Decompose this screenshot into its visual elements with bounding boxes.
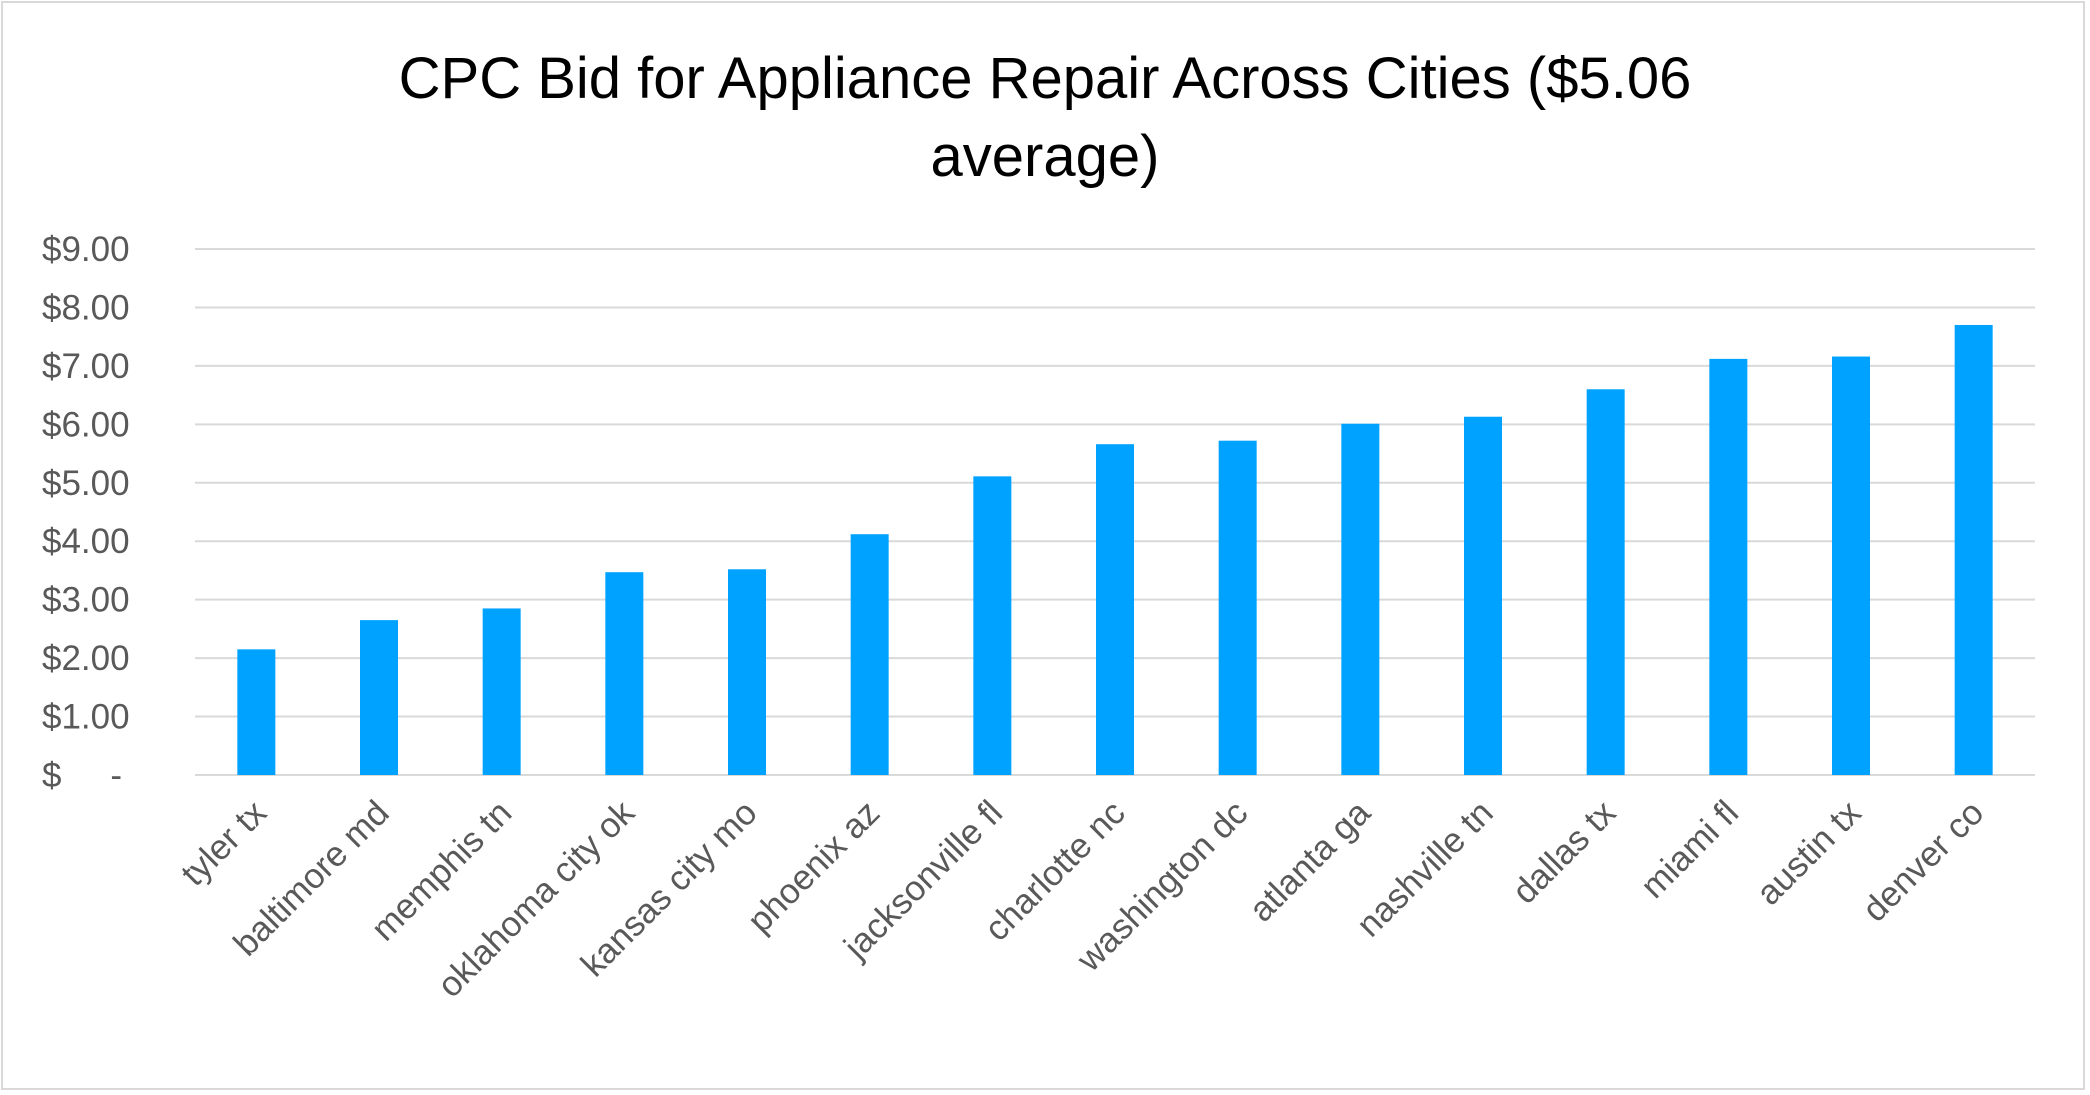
x-tick-label: denver co [1855,793,1991,929]
chart-title-line-1: CPC Bid for Appliance Repair Across Citi… [398,46,1692,111]
bar-charlotte-nc [1096,444,1134,775]
y-tick-label: $4.00 [42,522,130,561]
bar-denver-co [1954,324,1993,775]
x-tick-label: dallas tx [1505,793,1624,912]
bar-jacksonville-fl [973,476,1012,775]
y-tick-label: $6.00 [42,405,130,444]
bar-miami-fl [1709,358,1748,775]
bar-dallas-tx [1586,389,1625,775]
y-tick-label: $7.00 [42,347,130,386]
chart-title-line-2: average) [930,124,1160,189]
bar-tyler-tx [237,649,276,775]
x-tick-label: tyler tx [174,793,275,894]
bar-kansas-city-mo [728,569,766,775]
bar-nashville-tn [1464,416,1502,775]
y-tick-label-dash: - [110,756,122,795]
y-tick-label: $3.00 [42,581,130,620]
bar-washington-dc [1218,440,1257,775]
y-axis-ticks: - $ $1.00 $2.00 $3.00 $4.00 $5.00 $6.00 $7.00 $8.… [42,230,130,795]
bar-atlanta-ga [1341,423,1380,775]
bars [237,324,1993,775]
bar-austin-tx [1832,356,1870,775]
bar-baltimore-md [360,620,398,775]
bar-memphis-tn [482,608,521,775]
y-tick-label: $5.00 [42,464,130,503]
y-tick-label: $ [42,756,61,795]
bar-phoenix-az [850,534,889,775]
y-tick-label: $1.00 [42,698,130,737]
y-tick-label: $8.00 [42,288,130,327]
y-tick-label: $2.00 [42,639,130,678]
x-tick-label: miami fl [1633,793,1746,906]
y-tick-label: $9.00 [42,230,130,269]
chart-title: CPC Bid for Appliance Repair Across Citi… [0,40,2090,196]
bar-oklahoma-city-ok [605,572,644,775]
x-tick-label: austin tx [1749,793,1869,913]
